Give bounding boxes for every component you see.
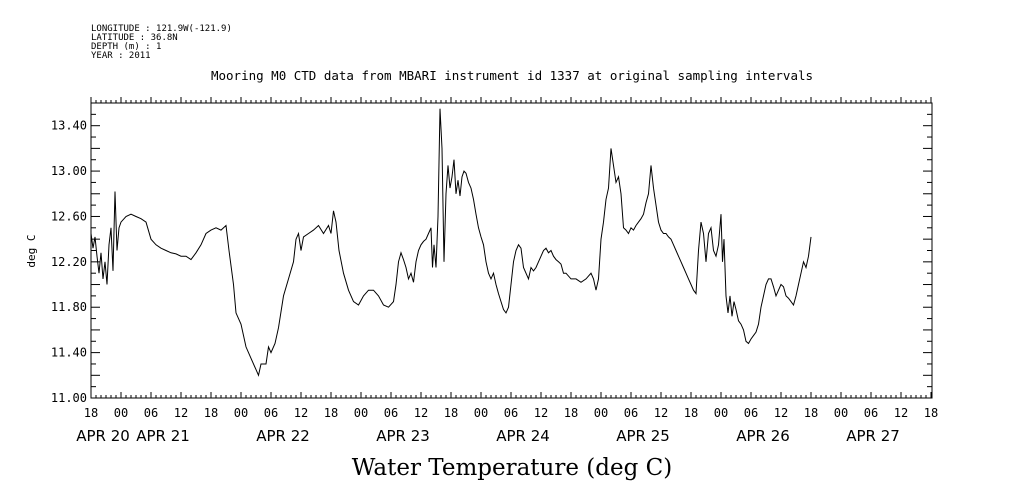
x-axis-label: Water Temperature (deg C) [352,455,672,481]
x-tick-label: 06 [624,406,638,420]
x-day-label: APR 23 [376,427,430,445]
meta-latitude: LATITUDE : 36.8N [91,33,178,43]
x-tick-label: 18 [684,406,698,420]
x-tick-label: 12 [174,406,188,420]
series-line-0 [90,108,812,377]
x-tick-label: 00 [714,406,728,420]
y-tick-label: 11.00 [51,391,87,405]
plot-frame [90,102,933,399]
y-tick-label: 13.40 [51,119,87,133]
x-tick-label: 06 [504,406,518,420]
meta-depth: DEPTH (m) : 1 [91,42,161,52]
x-tick-label: 06 [384,406,398,420]
meta-year: YEAR : 2011 [91,51,151,61]
x-tick-label: 12 [414,406,428,420]
x-tick-label: 00 [114,406,128,420]
y-tick-label: 11.40 [51,346,87,360]
x-tick-label: 00 [234,406,248,420]
x-tick-label: 00 [354,406,368,420]
x-tick-label: 18 [924,406,938,420]
y-tick-label: 13.00 [51,164,87,178]
y-tick-label: 12.60 [51,209,87,223]
y-tick-label: 12.20 [51,255,87,269]
x-tick-label: 18 [324,406,338,420]
x-tick-label: 18 [444,406,458,420]
x-tick-label: 18 [84,406,98,420]
x-day-label: APR 21 [136,427,190,445]
x-day-label: APR 27 [846,427,900,445]
x-tick-label: 12 [534,406,548,420]
meta-longitude: LONGITUDE : 121.9W(-121.9) [91,24,232,34]
x-day-label: APR 25 [616,427,670,445]
series-layer [90,108,812,377]
y-axis-label: deg C [25,234,38,267]
x-tick-label: 12 [774,406,788,420]
x-tick-label: 12 [294,406,308,420]
x-day-label: APR 26 [736,427,790,445]
x-tick-label: 18 [564,406,578,420]
x-tick-label: 06 [864,406,878,420]
x-tick-label: 06 [264,406,278,420]
x-tick-label: 00 [474,406,488,420]
x-day-label: APR 22 [256,427,310,445]
x-day-label: APR 20 [76,427,130,445]
y-axis-ticks: 11.00 11.40 11.80 12.20 12.60 13.00 13.40 [51,102,932,405]
x-tick-label: 06 [744,406,758,420]
x-tick-label: 18 [804,406,818,420]
x-day-label: APR 24 [496,427,550,445]
x-tick-label: 00 [834,406,848,420]
x-axis-ticks: 18 00 06 12 18 00 06 12 18 00 06 12 18 00 06 12 18 00 06 12… [76,97,938,445]
x-tick-label: 12 [654,406,668,420]
x-tick-label: 18 [204,406,218,420]
x-tick-label: 12 [894,406,908,420]
chart-title: Mooring M0 CTD data from MBARI instrumen… [211,68,813,83]
x-tick-label: 06 [144,406,158,420]
y-tick-label: 11.80 [51,300,87,314]
x-tick-label: 00 [594,406,608,420]
